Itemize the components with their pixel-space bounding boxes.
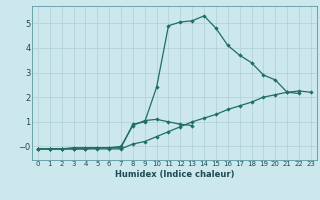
X-axis label: Humidex (Indice chaleur): Humidex (Indice chaleur): [115, 170, 234, 179]
